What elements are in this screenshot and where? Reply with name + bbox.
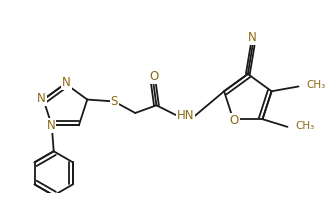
Text: CH₃: CH₃	[306, 81, 325, 90]
Text: HN: HN	[176, 109, 194, 122]
Text: N: N	[46, 119, 55, 132]
Text: N: N	[248, 31, 257, 44]
Text: N: N	[62, 76, 71, 89]
Text: O: O	[230, 114, 239, 127]
Text: N: N	[37, 92, 46, 105]
Text: S: S	[111, 95, 118, 108]
Text: CH₃: CH₃	[295, 121, 315, 131]
Text: O: O	[149, 70, 158, 83]
